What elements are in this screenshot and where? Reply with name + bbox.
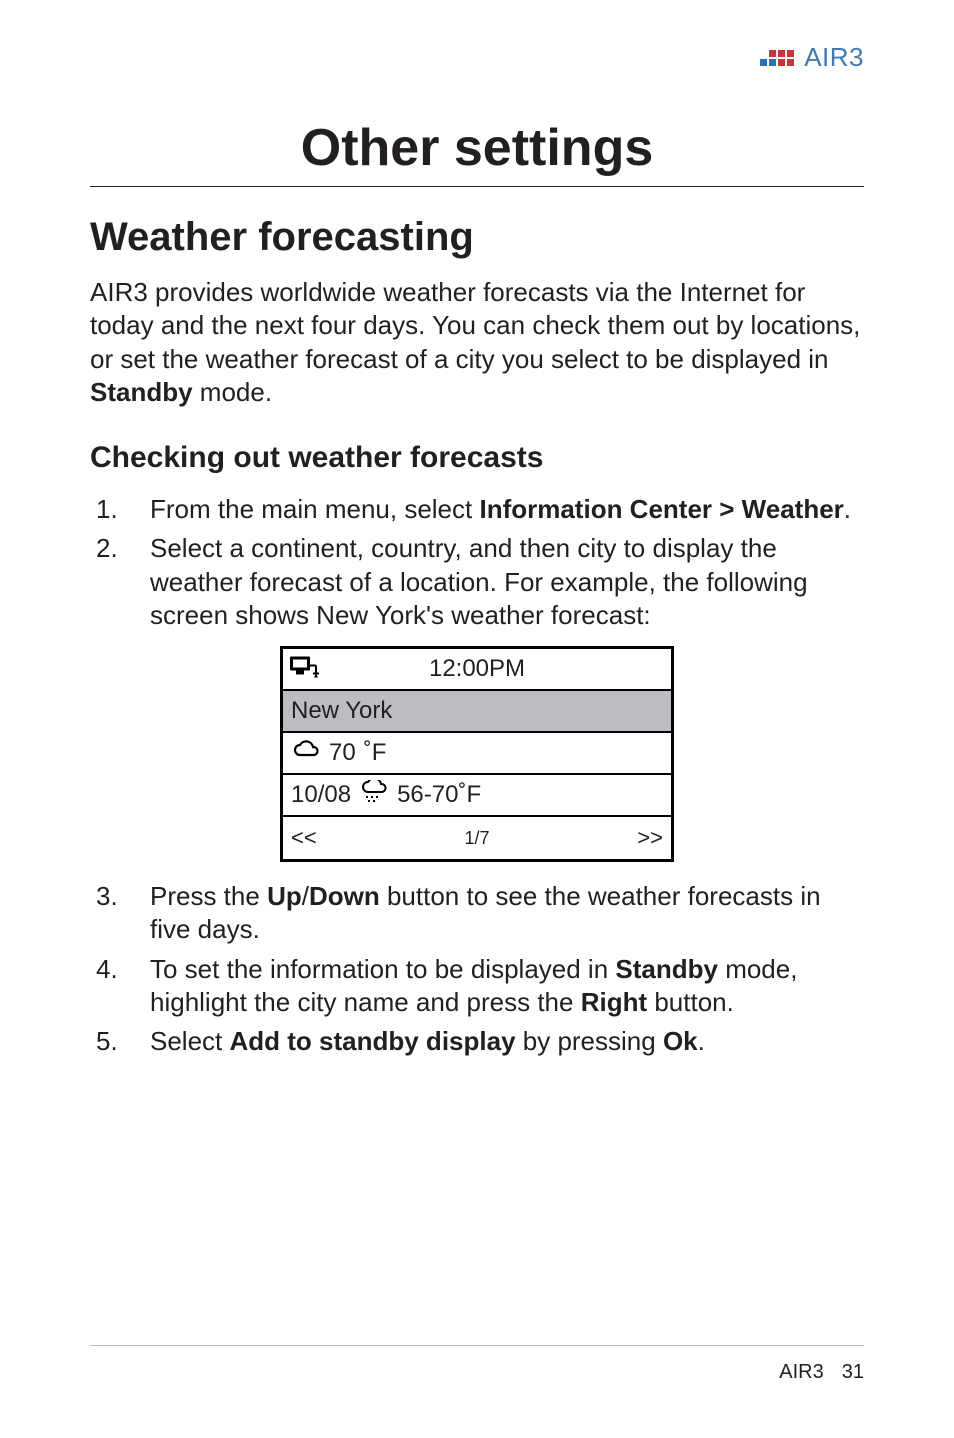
step-tail: button.	[647, 987, 734, 1017]
footer-product: AIR3	[779, 1361, 823, 1384]
step-3: 3. Press the Up/Down button to see the w…	[150, 880, 864, 947]
step-text: Select	[150, 1026, 230, 1056]
cloudy-icon	[291, 739, 321, 768]
step-number: 5.	[96, 1025, 136, 1058]
steps-list-b: 3. Press the Up/Down button to see the w…	[90, 880, 864, 1058]
screen-city-row: New York	[283, 691, 671, 733]
step-text: To set the information to be displayed i…	[150, 954, 615, 984]
rain-icon	[359, 780, 389, 811]
step-5: 5. Select Add to standby display by pres…	[150, 1025, 864, 1058]
step-4: 4. To set the information to be displaye…	[150, 953, 864, 1020]
screen-temp: 70	[329, 739, 356, 767]
screen-current-row: 70 ˚F	[283, 733, 671, 775]
intro-paragraph: AIR3 provides worldwide weather forecast…	[90, 276, 864, 409]
screen-date: 10/08	[291, 781, 351, 809]
screen-status-row: 12:00PM	[283, 649, 671, 691]
intro-text-1: AIR3 provides worldwide weather forecast…	[90, 277, 860, 374]
nav-next: >>	[637, 825, 663, 851]
step-bold-2: Right	[581, 987, 647, 1017]
nav-prev: <<	[291, 825, 317, 851]
step-bold-2: Down	[309, 881, 380, 911]
intro-text-2: mode.	[193, 377, 273, 407]
brand-label: AIR3	[804, 42, 864, 73]
step-sep: /	[302, 881, 309, 911]
step-number: 4.	[96, 953, 136, 986]
nav-page: 1/7	[464, 828, 489, 849]
device-screen: 12:00PM New York 70 ˚F 10/08	[280, 646, 674, 862]
screen-forecast-row: 10/08 56-70˚F	[283, 775, 671, 817]
step-bold: Up	[267, 881, 302, 911]
subsection-heading: Checking out weather forecasts	[90, 441, 864, 475]
step-bold-2: Ok	[663, 1026, 698, 1056]
step-tail: .	[698, 1026, 705, 1056]
footer-page-number: 31	[842, 1361, 864, 1384]
steps-list-a: 1. From the main menu, select Informatio…	[90, 493, 864, 632]
section-heading: Weather forecasting	[90, 215, 864, 260]
intro-standby: Standby	[90, 377, 193, 407]
screen-range-unit: ˚F	[458, 781, 481, 808]
step-mid: by pressing	[516, 1026, 663, 1056]
step-bold: Add to standby display	[230, 1026, 516, 1056]
step-number: 3.	[96, 880, 136, 913]
screen-time: 12:00PM	[429, 655, 525, 683]
network-icon	[289, 654, 319, 685]
device-screen-figure: 12:00PM New York 70 ˚F 10/08	[90, 646, 864, 862]
screen-temp-unit: ˚F	[364, 739, 387, 767]
step-text: Press the	[150, 881, 267, 911]
footer-divider	[90, 1345, 864, 1346]
step-2: 2. Select a continent, country, and then…	[150, 532, 864, 632]
screen-range: 56-70	[397, 781, 458, 808]
step-bold: Information Center > Weather	[479, 494, 843, 524]
step-1: 1. From the main menu, select Informatio…	[150, 493, 864, 526]
screen-city: New York	[291, 697, 392, 725]
step-tail: .	[844, 494, 851, 524]
brand-header: AIR3	[760, 42, 864, 73]
brand-logo-icon	[760, 50, 794, 66]
step-text: Select a continent, country, and then ci…	[150, 533, 808, 630]
step-number: 2.	[96, 532, 136, 565]
page-title: Other settings	[90, 118, 864, 187]
step-number: 1.	[96, 493, 136, 526]
step-text: From the main menu, select	[150, 494, 479, 524]
page-footer: AIR3 31	[779, 1361, 864, 1384]
screen-nav-row: << 1/7 >>	[283, 817, 671, 859]
step-bold: Standby	[615, 954, 718, 984]
